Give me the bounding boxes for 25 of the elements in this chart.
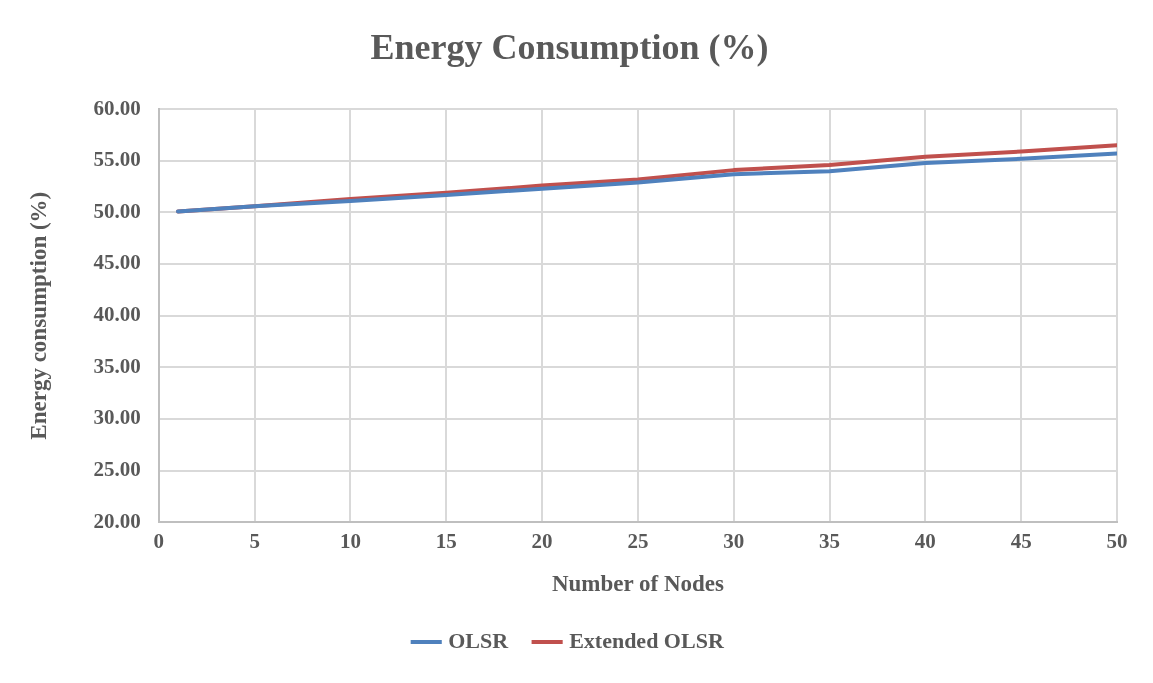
x-tick-label: 20	[531, 529, 553, 554]
y-tick-label: 30.00	[93, 405, 141, 430]
x-tick-label: 50	[1106, 529, 1128, 554]
x-tick-label: 25	[627, 529, 649, 554]
y-tick-label: 40.00	[93, 302, 141, 327]
y-tick-label: 55.00	[93, 147, 141, 172]
y-tick-label: 60.00	[93, 95, 141, 120]
x-axis-title: Number of Nodes	[551, 571, 725, 597]
x-tick-label: 45	[1010, 529, 1032, 554]
x-tick-label: 15	[435, 529, 457, 554]
x-tick-label: 5	[249, 529, 260, 554]
x-tick-label: 0	[153, 529, 165, 554]
y-tick-label: 25.00	[93, 457, 141, 481]
legend-label: Extended OLSR	[569, 627, 725, 653]
x-tick-label: 10	[339, 529, 361, 554]
x-tick-label: 40	[914, 529, 936, 554]
y-tick-label: 35.00	[93, 353, 141, 378]
x-tick-label: 30	[723, 529, 745, 554]
x-tick-label: 35	[819, 529, 841, 554]
legend-label: OLSR	[448, 627, 510, 653]
y-axis-title: Energy consumption (%)	[25, 191, 51, 440]
chart-title: Energy Consumption (%)	[370, 26, 769, 67]
y-tick-label: 50.00	[93, 198, 141, 223]
y-tick-label: 45.00	[93, 250, 141, 275]
y-tick-label: 20.00	[93, 508, 141, 533]
